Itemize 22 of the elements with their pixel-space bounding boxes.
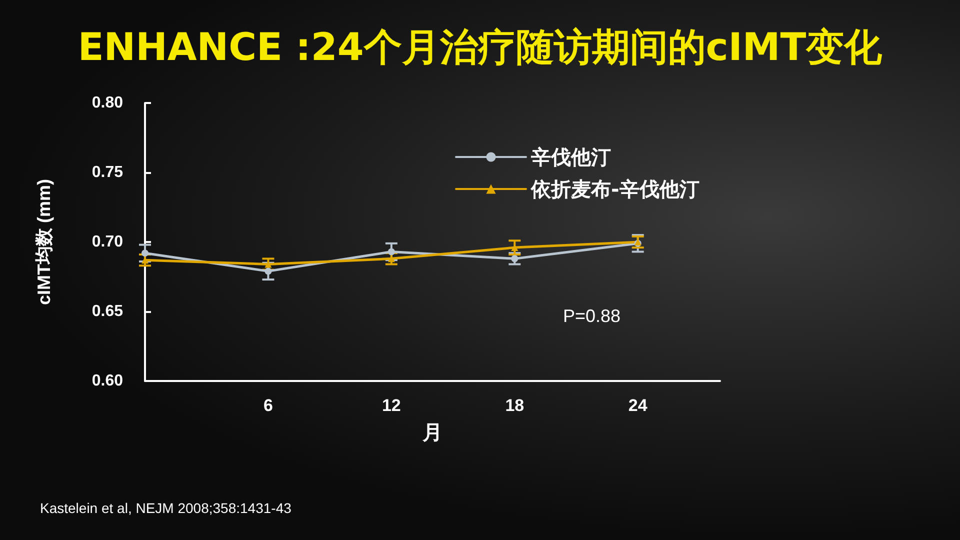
x-tick-label: 18: [505, 396, 524, 415]
y-tick-label: 0.70: [92, 234, 124, 250]
y-tick-label: 0.80: [92, 94, 124, 112]
y-tick-label: 0.75: [92, 164, 124, 181]
text: Kastelein et al, NEJM 2008;358:1431-43: [40, 500, 292, 516]
x-tick-label: 6: [263, 396, 273, 415]
x-tick-label: 24: [628, 396, 648, 415]
point: [511, 255, 518, 262]
point: [388, 255, 395, 262]
point: [388, 248, 395, 256]
point: [264, 268, 272, 275]
legend-label: 辛伐他汀: [530, 145, 611, 169]
x-axis-title: 月: [422, 422, 442, 444]
point: [142, 256, 148, 264]
y-tick-label: 0.60: [92, 372, 124, 390]
x-tick-label: 12: [382, 396, 401, 415]
y-axis-title: cIMT均数 (mm): [34, 178, 54, 305]
y-tick-label: 0.65: [92, 303, 124, 320]
annotation: P=0.88: [563, 306, 621, 327]
point: [142, 250, 148, 257]
legend-label: 依折麦布-辛伐他汀: [530, 177, 700, 201]
chart-title: ENHANCE :24个月治疗随访期间的cIMT变化: [76, 24, 884, 71]
